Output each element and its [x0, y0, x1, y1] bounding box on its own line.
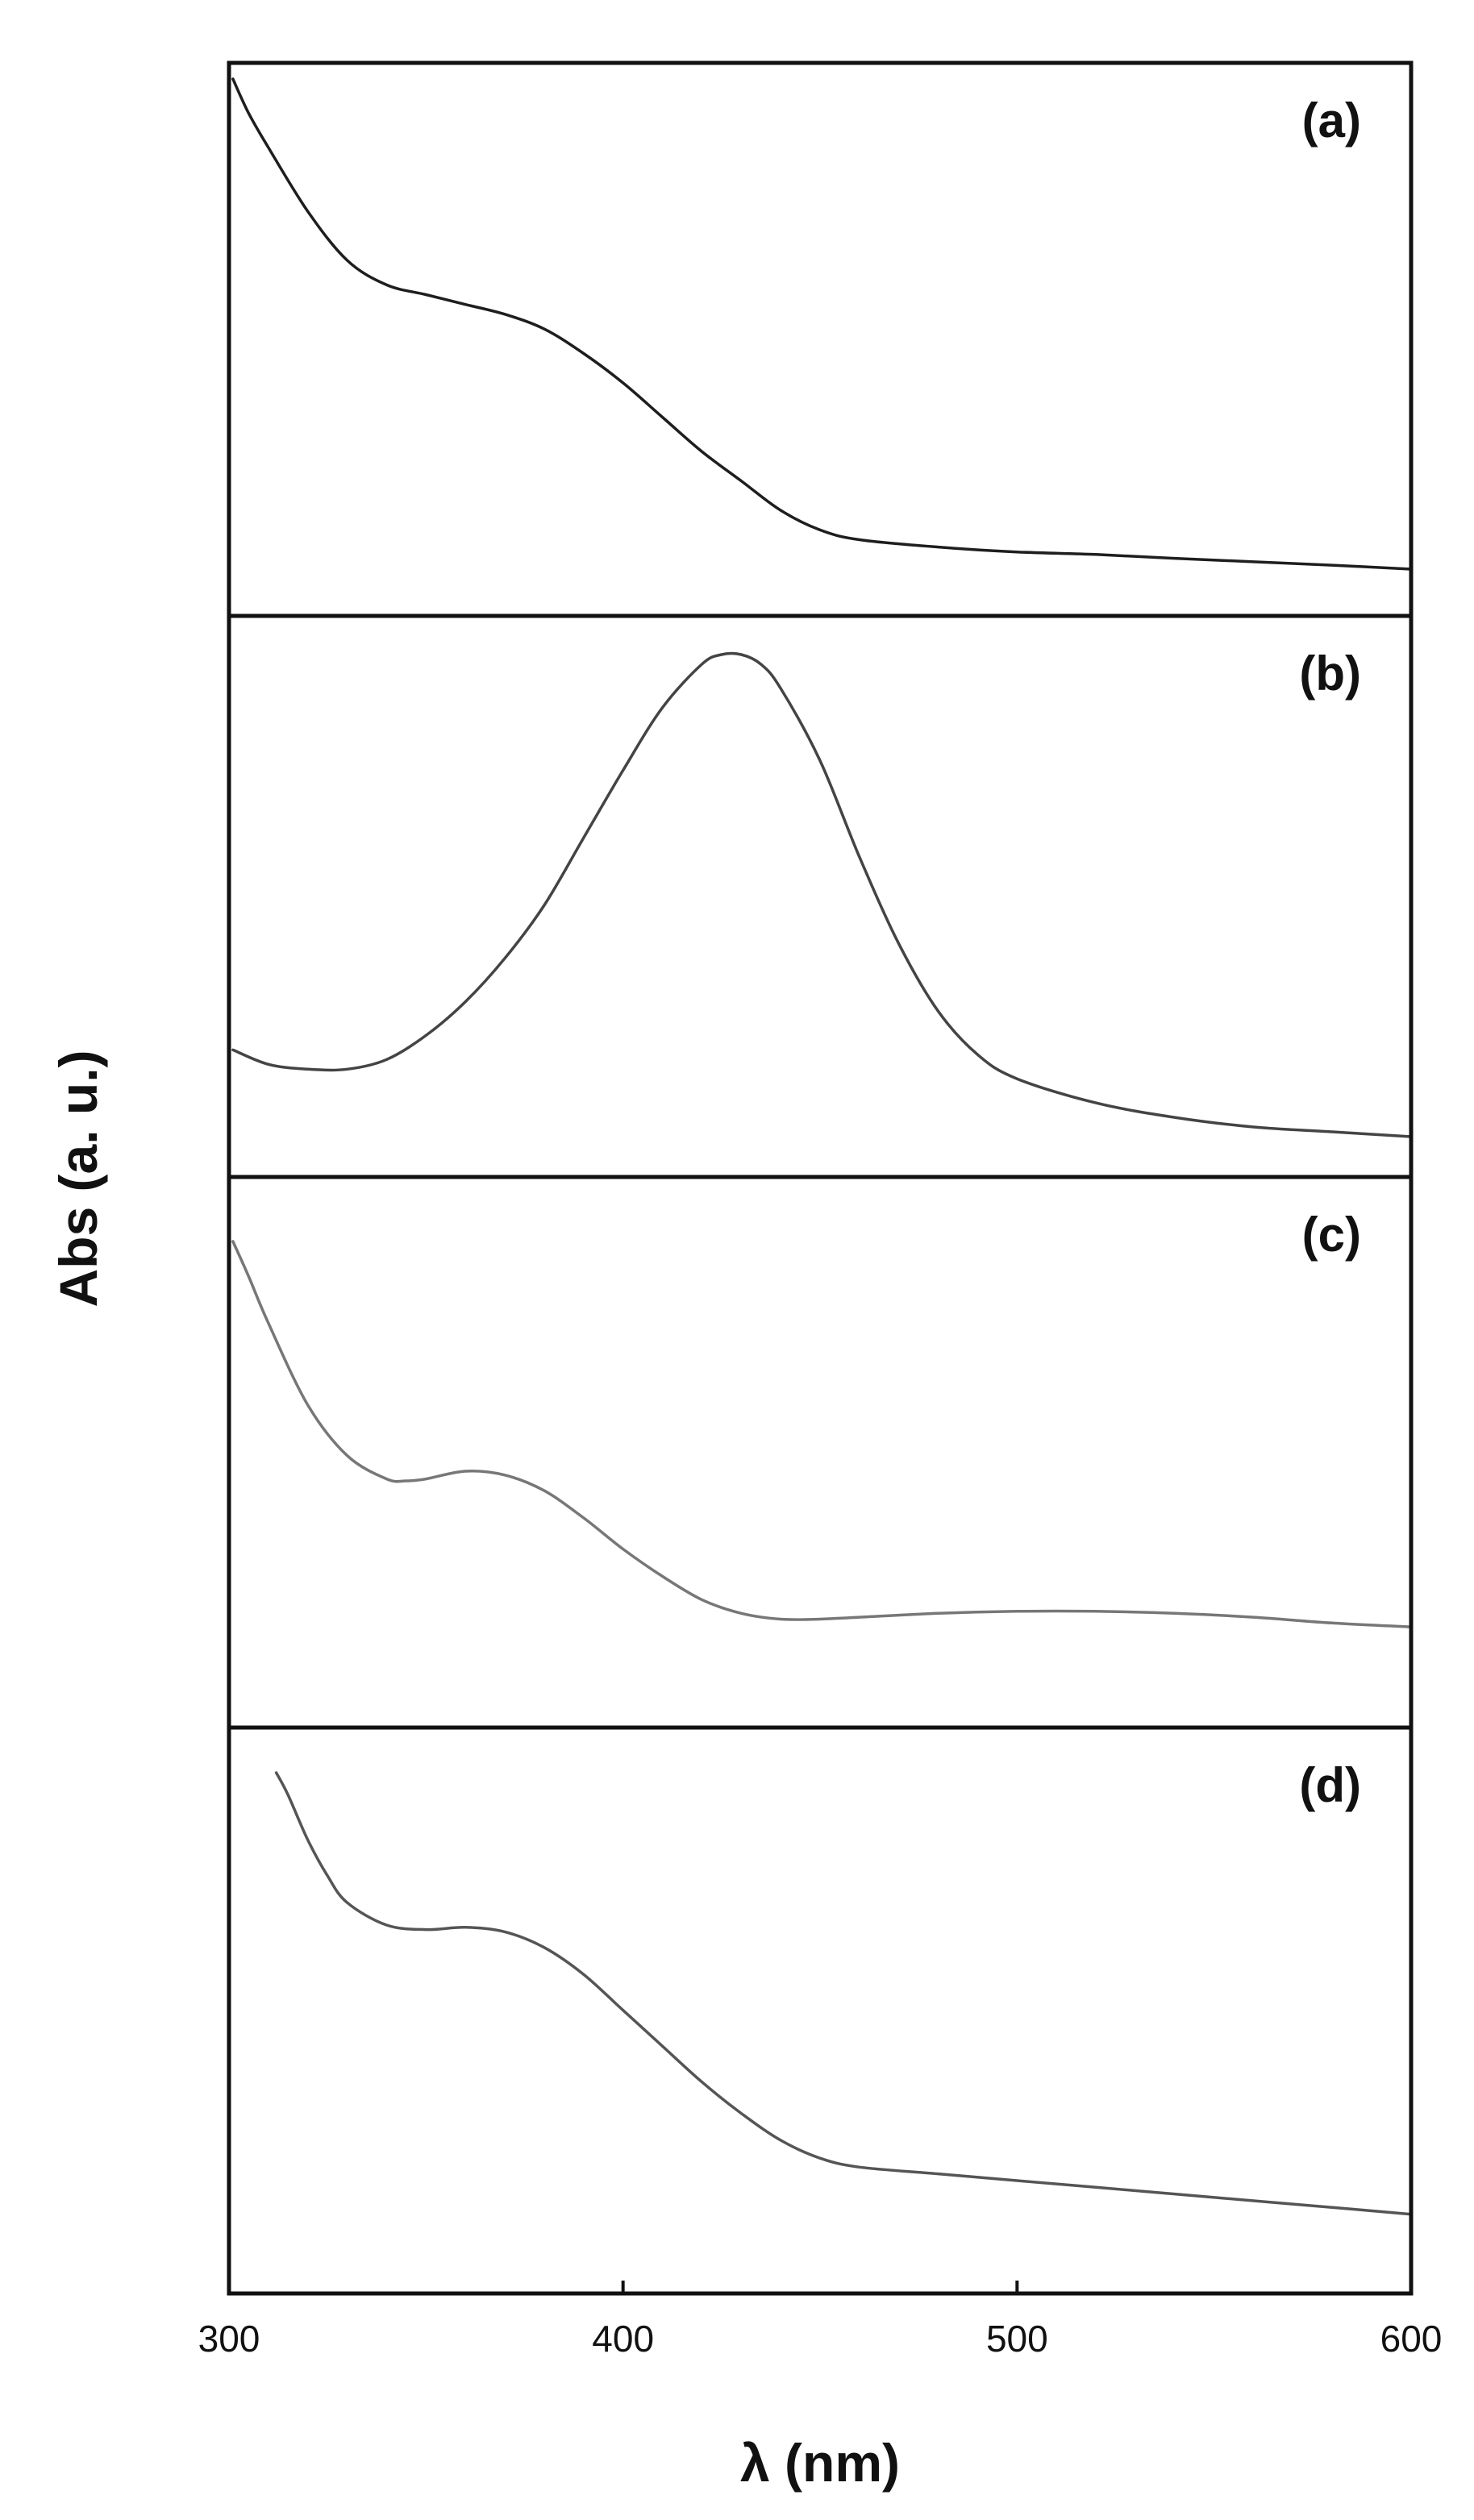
panel-label-d: (d) [1299, 1758, 1361, 1812]
panel-label-a: (a) [1302, 94, 1361, 148]
panel-label-b: (b) [1299, 647, 1361, 701]
spectrum-line-c [231, 1240, 1413, 1628]
x-tick-label-600: 600 [1380, 2318, 1443, 2360]
panel-labels-group: (a) (b) (c) (d) [1299, 94, 1361, 1812]
panel-label-c: (c) [1302, 1208, 1361, 1262]
x-tick-label-500: 500 [986, 2318, 1048, 2360]
spectrum-line-a [231, 77, 1413, 571]
spectrum-line-d [274, 1771, 1413, 2216]
x-tick-label-400: 400 [592, 2318, 654, 2360]
spectrum-line-b [231, 651, 1413, 1138]
x-axis-ticks: 300 400 500 600 [198, 2281, 1443, 2360]
curves-group [231, 77, 1413, 2216]
x-tick-label-300: 300 [198, 2318, 260, 2360]
y-axis-title: Abs (a. u.) [48, 1050, 108, 1307]
x-axis-title: λ (nm) [740, 2433, 900, 2493]
